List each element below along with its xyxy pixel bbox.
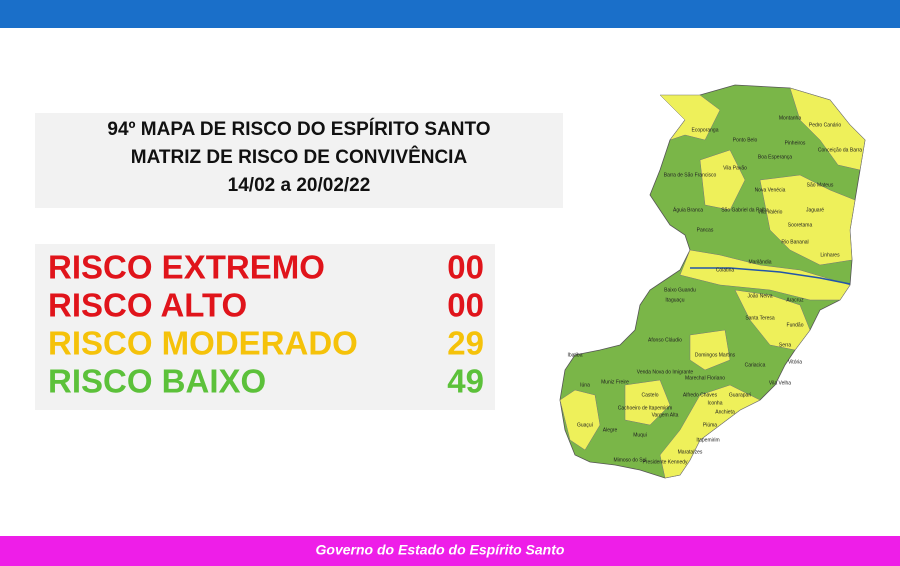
municipality-label: Cachoeiro de Itapemirim [618,405,672,411]
municipality-label: Montanha [779,115,801,121]
municipality-label: Itapemirim [696,437,719,443]
municipality-label: Muqui [633,432,647,438]
municipality-label: Marilândia [748,259,771,265]
municipality-label: Ecoporanga [692,127,719,133]
title-line: 94º MAPA DE RISCO DO ESPÍRITO SANTO [107,118,490,140]
municipality-label: Ibatiba [567,352,582,358]
municipality-label: Boa Esperança [758,154,792,160]
municipality-label: Barra de São Francisco [664,172,717,178]
municipality-label: Itaguaçu [665,297,684,303]
municipality-label: Águia Branca [673,206,703,213]
municipality-label: Colatina [716,267,735,273]
municipality-label: Castelo [642,392,659,398]
title-box [35,113,563,208]
municipality-label: Pedro Canário [809,122,841,128]
municipality-label: Rio Bananal [781,239,808,245]
municipality-label: Pancas [697,227,714,233]
municipality-label: Sooretama [788,222,813,228]
municipality-label: Iúna [580,382,590,388]
risk-label: RISCO EXTREMO [48,249,325,286]
municipality-label: São Mateus [807,182,834,188]
municipality-label: João Neiva [747,293,772,299]
municipality-label: Vila Velha [769,380,791,386]
municipality-label: Alfredo Chaves [683,392,718,398]
title-line: 14/02 a 20/02/22 [228,175,371,196]
risk-count: 00 [447,249,484,286]
municipality-label: Santa Teresa [745,315,775,321]
municipality-label: Guarapari [729,392,751,398]
municipality-label: Cariacica [745,362,766,368]
municipality-label: Nova Venécia [755,187,786,193]
municipality-label: Ponto Belo [733,137,758,143]
risk-label: RISCO BAIXO [48,363,266,400]
municipality-label: Guaçuí [577,422,594,428]
municipality-label: Muniz Freire [601,379,629,385]
risk-count: 29 [447,325,484,362]
moderate-regions [559,87,866,479]
risk-label: RISCO MODERADO [48,325,358,362]
municipality-label: Presidente Kennedy [642,459,688,465]
footer-text: Governo do Estado do Espírito Santo [316,542,565,558]
title-line: MATRIZ DE RISCO DE CONVIVÊNCIA [131,146,468,168]
risk-box [35,244,495,410]
municipality-label: Conceição da Barra [818,147,862,153]
municipality-label: Vargem Alta [652,412,679,418]
top-bar [0,0,900,28]
municipality-label: Domingos Martins [695,352,736,358]
municipality-label: Marechal Floriano [685,375,725,381]
municipality-label: Vila Pavão [723,165,747,171]
municipality-label: Aracruz [786,297,804,303]
risk-count: 00 [447,287,484,324]
map: Montanha Pedro Canário Ecoporanga Ponto Bel… [559,84,866,479]
municipality-label: Afonso Cláudio [648,337,682,343]
municipality-label: Marataízes [678,449,703,455]
municipality-label: Vitória [788,359,802,365]
municipality-label: Piúma [703,422,717,428]
municipality-label: Mimoso do Sul [613,457,646,463]
municipality-label: Linhares [820,252,840,258]
risk-label: RISCO ALTO [48,287,247,324]
municipality-label: Serra [779,342,791,348]
river [690,267,851,285]
municipality-label: Pinheiros [785,140,806,146]
municipality-label: Alegre [603,427,618,433]
risk-count: 49 [447,363,484,400]
municipality-label: Venda Nova do Imigrante [637,369,694,375]
municipality-label: São Gabriel da Palha [721,207,769,213]
municipality-label: Jaguaré [806,207,824,213]
municipality-label: Fundão [787,322,804,328]
municipality-label: Vila Valério [758,209,783,215]
municipality-label: Iconha [707,400,722,406]
municipality-label: Baixo Guandu [664,287,696,293]
municipality-label: Anchieta [715,409,735,415]
footer-bar [0,536,900,566]
